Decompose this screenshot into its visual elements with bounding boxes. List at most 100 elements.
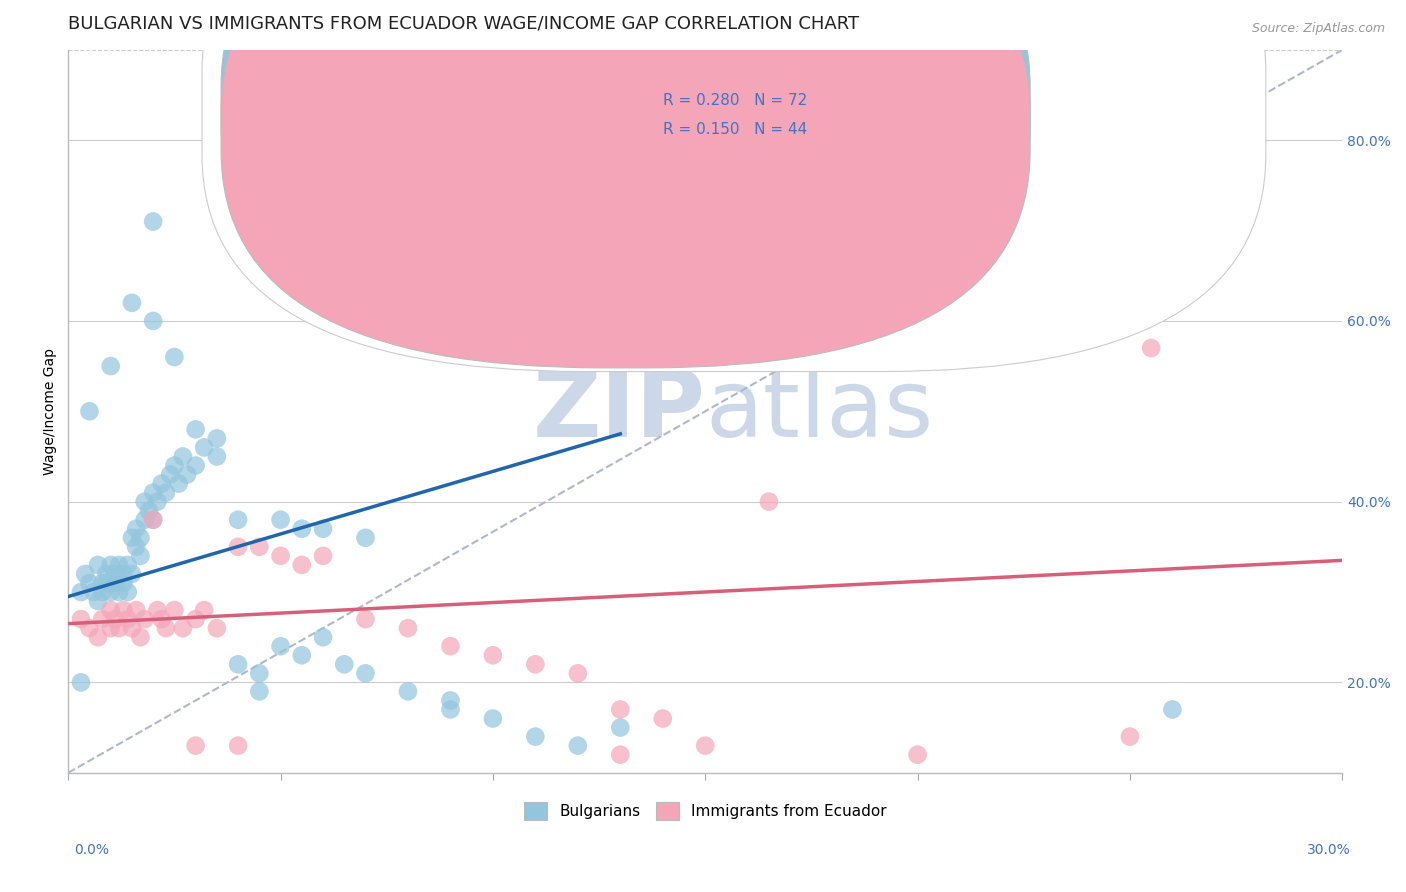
Point [104, 566, 127, 581]
Point [142, 513, 165, 527]
Point [146, 603, 169, 617]
Point [134, 494, 156, 508]
Point [79, 404, 101, 418]
Point [193, 441, 215, 455]
Point [172, 450, 194, 464]
Point [108, 585, 131, 599]
Point [146, 494, 169, 508]
Point [184, 739, 207, 753]
Point [100, 621, 122, 635]
Point [91, 585, 114, 599]
Point [205, 450, 228, 464]
Point [354, 666, 377, 681]
Point [567, 666, 589, 681]
Point [226, 657, 249, 672]
Point [651, 712, 673, 726]
Point [333, 657, 356, 672]
Point [172, 621, 194, 635]
Point [482, 648, 505, 663]
FancyBboxPatch shape [221, 0, 1031, 368]
Point [134, 513, 156, 527]
Point [396, 684, 419, 698]
Point [184, 458, 207, 473]
Point [134, 612, 156, 626]
Point [70, 585, 93, 599]
Text: ZIP: ZIP [533, 366, 706, 458]
Point [439, 693, 461, 707]
Point [112, 576, 135, 591]
Point [270, 549, 292, 563]
Point [121, 531, 143, 545]
Point [524, 657, 547, 672]
Point [121, 621, 143, 635]
Point [1119, 730, 1142, 744]
Legend: Bulgarians, Immigrants from Ecuador: Bulgarians, Immigrants from Ecuador [517, 796, 893, 827]
Point [150, 476, 173, 491]
Point [291, 522, 314, 536]
Point [100, 359, 122, 373]
Point [758, 494, 780, 508]
Point [104, 576, 127, 591]
Point [609, 747, 631, 762]
Point [163, 350, 186, 364]
Point [609, 721, 631, 735]
Point [1140, 341, 1163, 355]
Point [121, 296, 143, 310]
Point [439, 702, 461, 716]
Point [695, 739, 717, 753]
Point [439, 639, 461, 653]
Point [205, 621, 228, 635]
Point [226, 540, 249, 554]
Point [354, 612, 377, 626]
Point [87, 594, 110, 608]
Point [117, 585, 139, 599]
Text: 30.0%: 30.0% [1306, 843, 1351, 857]
Point [96, 576, 118, 591]
Point [125, 540, 148, 554]
Point [1161, 702, 1184, 716]
Point [150, 612, 173, 626]
Text: BULGARIAN VS IMMIGRANTS FROM ECUADOR WAGE/INCOME GAP CORRELATION CHART: BULGARIAN VS IMMIGRANTS FROM ECUADOR WAG… [69, 15, 859, 33]
Point [112, 603, 135, 617]
Point [104, 612, 127, 626]
Point [247, 684, 270, 698]
Point [176, 467, 198, 482]
Point [155, 485, 177, 500]
Point [70, 675, 93, 690]
FancyBboxPatch shape [221, 0, 1031, 343]
Y-axis label: Wage/Income Gap: Wage/Income Gap [44, 348, 58, 475]
Point [91, 576, 114, 591]
Point [270, 513, 292, 527]
Point [125, 522, 148, 536]
Point [117, 558, 139, 572]
Point [87, 558, 110, 572]
Point [354, 531, 377, 545]
Point [184, 422, 207, 436]
Text: atlas: atlas [706, 366, 934, 458]
Point [142, 513, 165, 527]
Point [567, 739, 589, 753]
Point [193, 603, 215, 617]
Point [270, 639, 292, 653]
Point [247, 666, 270, 681]
Point [108, 621, 131, 635]
Point [159, 467, 181, 482]
Point [184, 612, 207, 626]
Point [482, 712, 505, 726]
Point [91, 612, 114, 626]
Point [226, 739, 249, 753]
Point [205, 431, 228, 445]
Point [163, 458, 186, 473]
Point [100, 585, 122, 599]
Point [100, 558, 122, 572]
Point [907, 747, 929, 762]
Point [396, 621, 419, 635]
Text: Source: ZipAtlas.com: Source: ZipAtlas.com [1251, 22, 1385, 36]
Point [142, 314, 165, 328]
Text: 0.0%: 0.0% [75, 843, 108, 857]
Point [167, 476, 190, 491]
Point [226, 513, 249, 527]
Text: R = 0.150   N = 44: R = 0.150 N = 44 [664, 122, 807, 136]
Point [87, 630, 110, 644]
Point [70, 612, 93, 626]
